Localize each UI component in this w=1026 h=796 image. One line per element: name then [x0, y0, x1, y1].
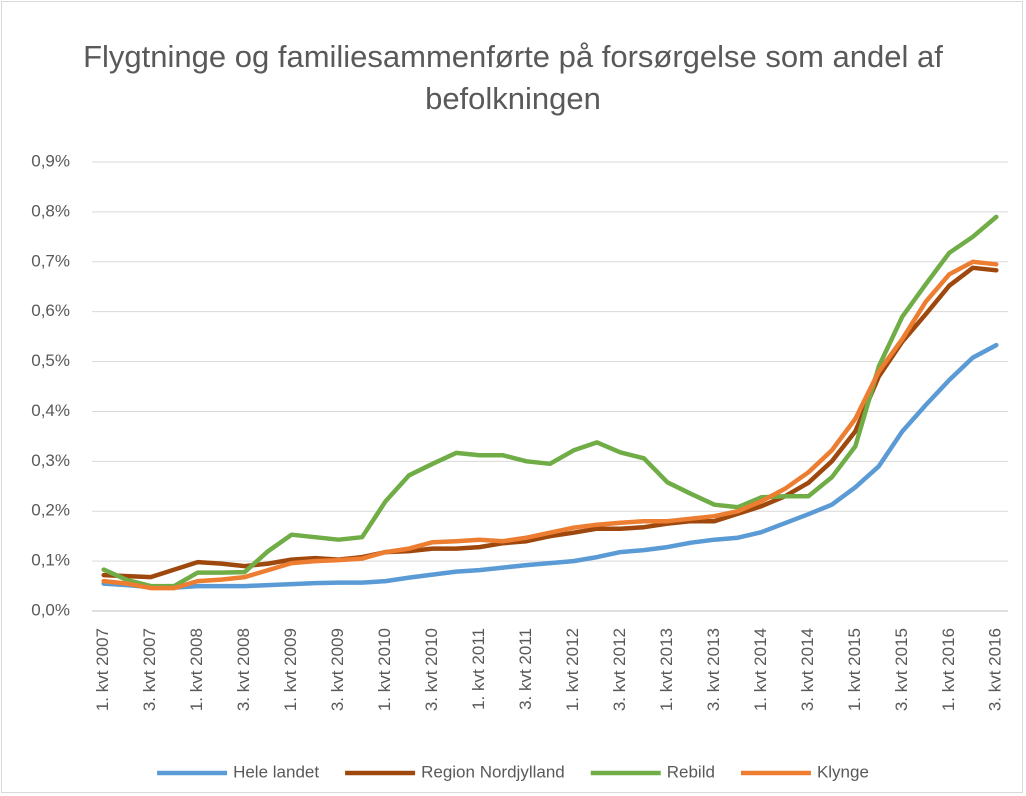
x-tick-label: 1. kvt 2016 [939, 628, 958, 711]
x-tick-label: 3. kvt 2011 [516, 628, 535, 710]
x-tick-label: 1. kvt 2013 [657, 628, 676, 711]
legend-label: Region Nordjylland [421, 762, 565, 781]
legend-item: Hele landet [157, 762, 319, 781]
x-tick-label: 1. kvt 2015 [845, 628, 864, 711]
x-tick-label: 1. kvt 2007 [93, 628, 112, 711]
legend-label: Hele landet [233, 762, 319, 781]
x-tick-label: 3. kvt 2013 [704, 628, 723, 711]
legend-item: Rebild [590, 762, 715, 781]
y-tick-label: 0,1% [31, 551, 70, 570]
x-tick-label: 1. kvt 2009 [281, 628, 300, 711]
legend-item: Region Nordjylland [345, 762, 565, 781]
y-tick-label: 0,5% [31, 351, 70, 370]
y-tick-label: 0,0% [31, 600, 70, 619]
series-line [101, 259, 999, 591]
y-tick-label: 0,7% [31, 251, 70, 270]
x-tick-label: 3. kvt 2009 [328, 628, 347, 711]
x-tick-label: 3. kvt 2008 [234, 628, 253, 711]
x-tick-label: 1. kvt 2010 [375, 628, 394, 711]
legend-item: Klynge [740, 762, 869, 781]
x-tick-label: 3. kvt 2012 [610, 628, 629, 711]
y-tick-label: 0,2% [31, 501, 70, 520]
x-tick-label: 1. kvt 2014 [751, 628, 770, 711]
series-line [101, 214, 999, 589]
series-line [101, 342, 999, 590]
y-tick-label: 0,4% [31, 401, 70, 420]
y-tick-label: 0,8% [31, 201, 70, 220]
x-tick-label: 3. kvt 2015 [892, 628, 911, 711]
y-tick-label: 0,9% [31, 151, 70, 170]
y-tick-label: 0,6% [31, 301, 70, 320]
x-tick-label: 3. kvt 2014 [798, 628, 817, 711]
legend-label: Klynge [817, 762, 869, 781]
y-tick-label: 0,3% [31, 451, 70, 470]
legend-label: Rebild [667, 762, 715, 781]
x-tick-label: 1. kvt 2012 [563, 628, 582, 711]
chart-title: Flygtninge og familiesammenførte på fors… [83, 39, 943, 116]
x-tick-label: 3. kvt 2016 [986, 628, 1005, 711]
x-tick-label: 3. kvt 2010 [422, 628, 441, 711]
x-tick-label: 1. kvt 2008 [187, 628, 206, 711]
x-tick-label: 3. kvt 2007 [140, 628, 159, 711]
x-tick-label: 1. kvt 2011 [469, 628, 488, 710]
